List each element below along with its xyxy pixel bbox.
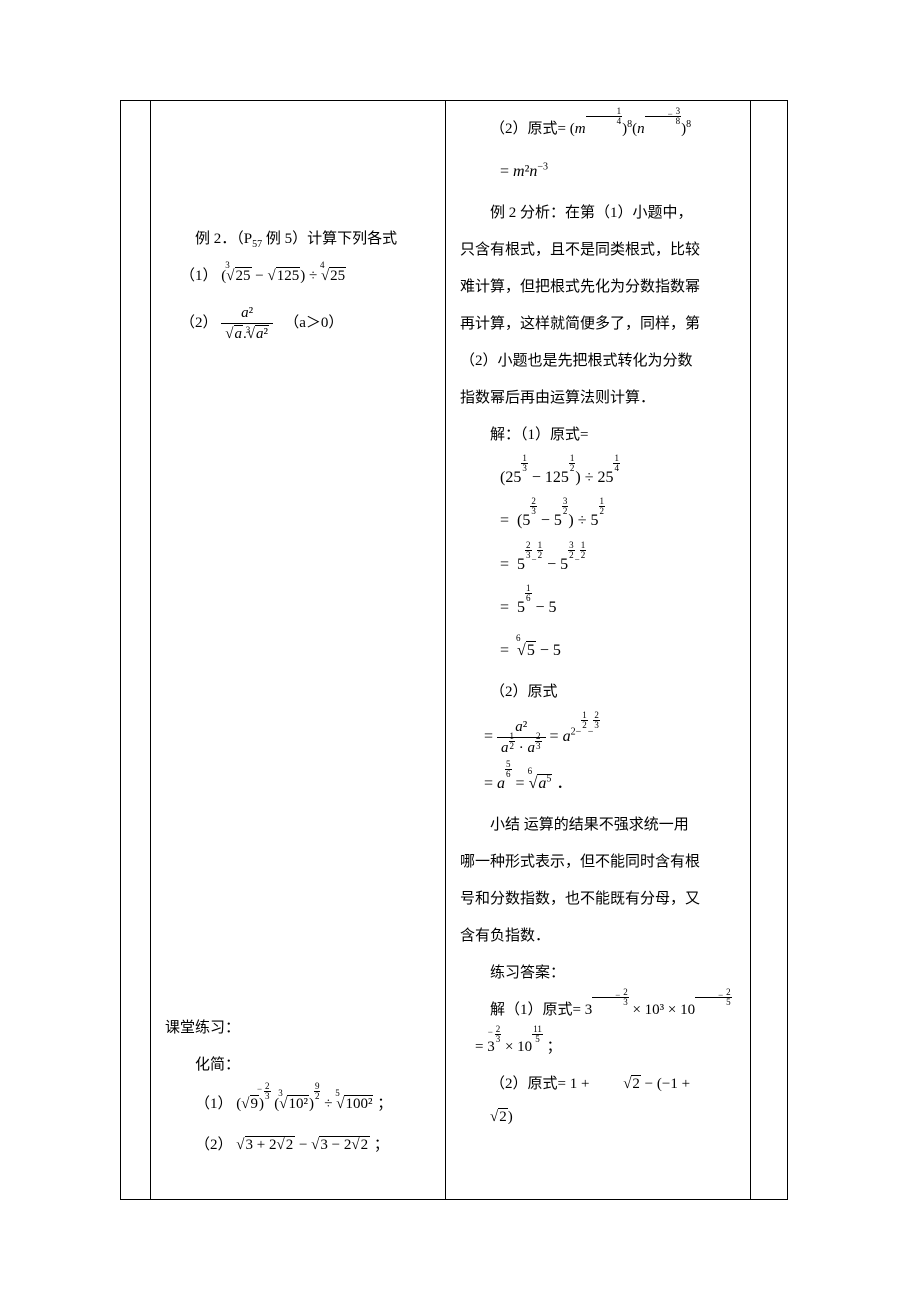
practice-item2: （2） 3 + 22 − 3 − 22 ；	[165, 1129, 435, 1162]
practice-answers-label: 练习答案：	[460, 957, 740, 990]
analysis-l4: 再计算，这样就简便多了，同样，第	[460, 308, 740, 341]
page: 例 2．（P57 例 5）计算下列各式 （1） (325 − 125) ÷ 42…	[0, 0, 920, 1302]
condition: （a＞0）	[284, 315, 343, 331]
example2-item1: （1） (325 − 125) ÷ 425	[165, 260, 435, 293]
table-col-3: （2）原式= (m14)8(n38)8 = m²n−3 例 2 分析：在第（1）…	[445, 100, 750, 1200]
spacer	[165, 348, 435, 1008]
sol1-step4: = 516 − 5	[460, 590, 740, 625]
ans1-step2: = 323 × 10115 ；	[460, 1031, 740, 1064]
table-col-4	[750, 100, 788, 1200]
practice-title: 课堂练习：	[165, 1012, 435, 1045]
math-expr: = a56 = 6a5	[484, 775, 552, 792]
subscript: 57	[252, 239, 262, 250]
table-col-1	[120, 100, 150, 1200]
label: （2）	[180, 315, 218, 331]
table-col-2: 例 2．（P57 例 5）计算下列各式 （1） (325 − 125) ÷ 42…	[150, 100, 445, 1200]
sol-prev-2: （2）原式= (m14)8(n38)8	[460, 113, 740, 146]
analysis-l2: 只含有根式，且不是同类根式，比较	[460, 234, 740, 267]
sol2-step1: = a²a12 · a23 = a2−12−23	[460, 717, 740, 758]
math-expr: 323 × 10³ × 1025	[585, 1002, 732, 1018]
sol1-step5: = 65 − 5	[460, 633, 740, 668]
practice-item1: （1） (9)23 (310²)92 ÷ 5100² ；	[165, 1088, 435, 1121]
math-expr: = m²n−3	[500, 163, 548, 180]
sol1-step1: (2513 − 12512) ÷ 2514	[460, 460, 740, 495]
sol2-label: （2）原式	[460, 676, 740, 709]
sol-prev-2-result: = m²n−3	[460, 154, 740, 189]
analysis-l5: （2）小题也是先把根式转化为分数	[460, 345, 740, 378]
ans1: 解（1）原式= 323 × 10³ × 1025	[460, 994, 740, 1027]
label: （2）原式=	[490, 1076, 566, 1092]
analysis-l3: 难计算，但把根式先化为分数指数幂	[460, 271, 740, 304]
analysis-l1: 例 2 分析：在第（1）小题中，	[460, 197, 740, 230]
label: （1）	[180, 268, 218, 284]
summary-l2: 哪一种形式表示，但不能同时含有根	[460, 846, 740, 879]
math-expr: = 323 × 10115	[475, 1039, 543, 1055]
solution-label: 解：（1）原式=	[460, 419, 740, 452]
summary-l1: 小结 运算的结果不强求统一用	[460, 809, 740, 842]
math-expr: (325 − 125) ÷ 425	[221, 268, 346, 284]
summary-l3: 号和分数指数，也不能既有分母，又	[460, 883, 740, 916]
label: （2）原式=	[490, 121, 566, 137]
math-expr: = (523 − 532) ÷ 512	[500, 512, 605, 529]
example2-title: 例 2．（P57 例 5）计算下列各式	[165, 223, 435, 256]
ans2: （2）原式= 1 + 2 − (−1 + 2)	[460, 1068, 740, 1134]
math-expr: a²a.3a²	[221, 315, 276, 331]
math-expr: (9)23 (310²)92 ÷ 5100²	[236, 1096, 373, 1112]
math-expr: (m14)8(n38)8	[570, 121, 691, 137]
math-expr: = a²a12 · a23 = a2−12−23	[484, 728, 600, 745]
label: （2）原式	[490, 684, 558, 700]
spacer	[165, 109, 435, 219]
text: 例 5）计算下列各式	[262, 231, 397, 247]
math-expr: = 523−12 − 532−12	[500, 556, 586, 573]
sol1-step2: = (523 − 532) ÷ 512	[460, 503, 740, 538]
main-table: 例 2．（P57 例 5）计算下列各式 （1） (325 − 125) ÷ 42…	[120, 100, 800, 1200]
sol2-step2: = a56 = 6a5 ．	[460, 766, 740, 801]
sol1-step3: = 523−12 − 532−12	[460, 547, 740, 582]
math-expr: = 65 − 5	[500, 642, 561, 659]
practice-sub: 化简：	[165, 1049, 435, 1082]
label: （1）	[195, 1096, 233, 1112]
summary-l4: 含有负指数．	[460, 920, 740, 953]
math-expr: = 516 − 5	[500, 599, 557, 616]
label: （2）	[195, 1137, 233, 1153]
example2-item2: （2） a²a.3a² （a＞0）	[165, 303, 435, 344]
analysis-l6: 指数幂后再由运算法则计算．	[460, 382, 740, 415]
text: 例 2．（P	[195, 231, 252, 247]
math-expr: 3 + 22 − 3 − 22	[236, 1137, 370, 1153]
math-expr: (2513 − 12512) ÷ 2514	[500, 469, 620, 486]
label: 解（1）原式=	[490, 1002, 581, 1018]
